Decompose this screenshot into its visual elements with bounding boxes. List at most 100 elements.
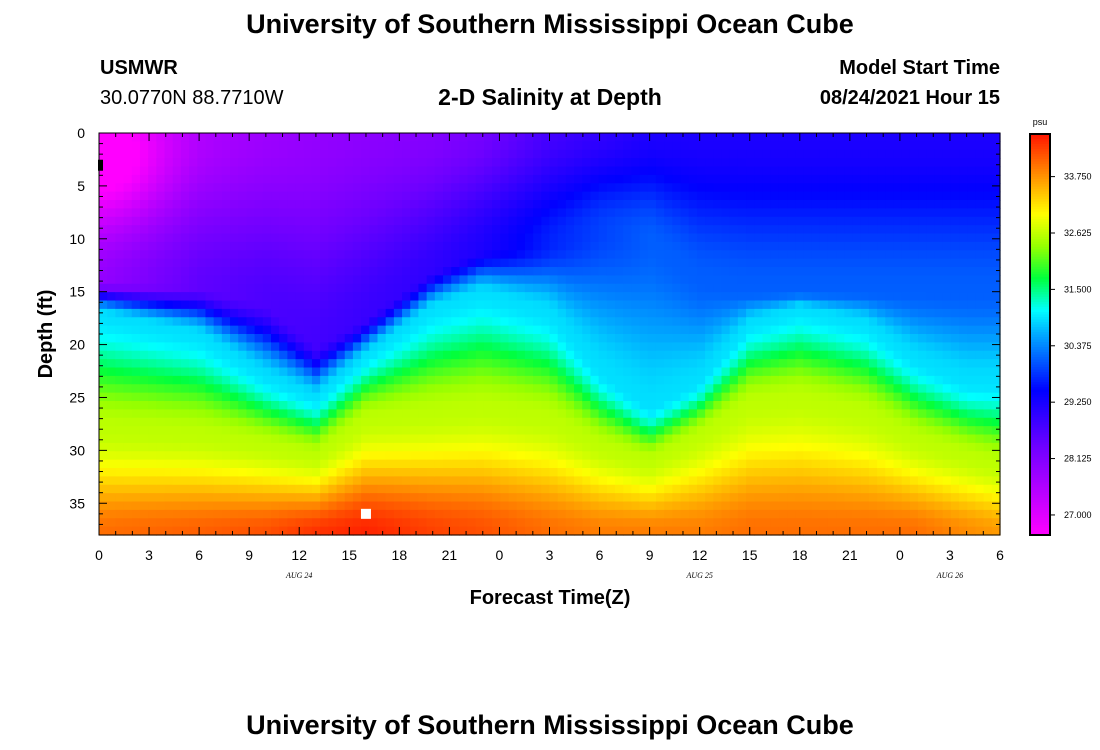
- heatmap-cell: [541, 183, 551, 193]
- heatmap-cell: [746, 350, 755, 360]
- heatmap-cell: [524, 493, 534, 503]
- heatmap-cell: [827, 158, 837, 168]
- heatmap-cell: [221, 141, 231, 151]
- heatmap-cell: [107, 317, 116, 327]
- heatmap-cell: [737, 133, 747, 142]
- heatmap-cell: [402, 476, 411, 486]
- heatmap-cell: [451, 258, 460, 268]
- heatmap-cell: [664, 334, 673, 343]
- heatmap-cell: [180, 359, 190, 369]
- heatmap-cell: [524, 401, 534, 410]
- heatmap-cell: [746, 258, 755, 268]
- heatmap-cell: [664, 317, 673, 327]
- heatmap-cell: [819, 359, 829, 369]
- heatmap-cell: [328, 367, 338, 377]
- heatmap-cell: [164, 308, 174, 318]
- heatmap-cell: [672, 476, 682, 486]
- heatmap-cell: [131, 250, 141, 260]
- heatmap-cell: [418, 275, 428, 285]
- heatmap-cell: [664, 468, 673, 477]
- heatmap-cell: [311, 133, 321, 142]
- heatmap-cell: [156, 200, 166, 209]
- heatmap-cell: [688, 200, 698, 209]
- heatmap-cell: [664, 258, 673, 268]
- heatmap-cell: [197, 375, 207, 385]
- heatmap-cell: [336, 216, 346, 226]
- heatmap-cell: [770, 375, 780, 385]
- heatmap-cell: [770, 501, 780, 511]
- heatmap-cell: [254, 191, 264, 201]
- heatmap-cell: [852, 308, 862, 318]
- heatmap-cell: [819, 493, 829, 503]
- heatmap-cell: [115, 300, 125, 310]
- heatmap-cell: [942, 250, 952, 260]
- heatmap-cell: [721, 350, 731, 360]
- heatmap-cell: [492, 216, 501, 226]
- heatmap-cell: [721, 200, 731, 209]
- heatmap-cell: [180, 367, 190, 377]
- heatmap-cell: [99, 476, 108, 486]
- heatmap-cell: [877, 300, 886, 310]
- heatmap-cell: [500, 216, 510, 226]
- heatmap-cell: [754, 417, 764, 427]
- heatmap-cell: [311, 367, 321, 377]
- heatmap-cell: [549, 241, 559, 251]
- heatmap-cell: [418, 468, 428, 477]
- heatmap-cell: [189, 149, 198, 159]
- heatmap-cell: [467, 442, 477, 452]
- heatmap-cell: [868, 409, 878, 419]
- heatmap-cell: [672, 241, 682, 251]
- heatmap-cell: [246, 375, 256, 385]
- heatmap-cell: [598, 484, 608, 494]
- heatmap-cell: [107, 225, 116, 235]
- heatmap-cell: [369, 468, 379, 477]
- heatmap-cell: [934, 308, 944, 318]
- heatmap-cell: [623, 468, 633, 477]
- heatmap-cell: [393, 325, 403, 335]
- heatmap-cell: [606, 233, 616, 243]
- heatmap-cell: [885, 350, 895, 360]
- heatmap-cell: [647, 149, 657, 159]
- heatmap-cell: [746, 283, 755, 293]
- heatmap-cell: [500, 141, 510, 151]
- heatmap-cell: [541, 283, 551, 293]
- heatmap-cell: [459, 250, 469, 260]
- heatmap-cell: [860, 283, 870, 293]
- heatmap-cell: [868, 133, 878, 142]
- heatmap-cell: [254, 241, 264, 251]
- heatmap-cell: [189, 308, 198, 318]
- heatmap-cell: [639, 476, 649, 486]
- heatmap-cell: [623, 426, 633, 436]
- heatmap-cell: [672, 334, 682, 343]
- heatmap-cell: [418, 334, 428, 343]
- heatmap-cell: [426, 342, 436, 352]
- heatmap-cell: [827, 526, 837, 536]
- heatmap-cell: [942, 493, 952, 503]
- heatmap-cell: [287, 308, 297, 318]
- heatmap-cell: [500, 501, 510, 511]
- heatmap-cell: [164, 225, 174, 235]
- heatmap-cell: [279, 501, 288, 511]
- heatmap-cell: [271, 459, 280, 469]
- heatmap-cell: [99, 468, 108, 477]
- heatmap-cell: [385, 174, 395, 184]
- heatmap-cell: [942, 442, 952, 452]
- heatmap-cell: [598, 258, 608, 268]
- heatmap-cell: [934, 233, 944, 243]
- heatmap-cell: [385, 375, 395, 385]
- heatmap-cell: [180, 509, 190, 519]
- heatmap-cell: [107, 334, 116, 343]
- heatmap-cell: [508, 292, 518, 302]
- heatmap-cell: [844, 216, 854, 226]
- heatmap-cell: [713, 359, 723, 369]
- heatmap-cell: [328, 183, 338, 193]
- heatmap-cell: [271, 384, 280, 394]
- heatmap-cell: [238, 241, 248, 251]
- heatmap-cell: [721, 526, 731, 536]
- heatmap-cell: [148, 275, 157, 285]
- heatmap-cell: [164, 241, 174, 251]
- heatmap-cell: [795, 208, 805, 218]
- heatmap-cell: [852, 401, 862, 410]
- heatmap-cell: [647, 451, 657, 461]
- heatmap-cell: [762, 158, 772, 168]
